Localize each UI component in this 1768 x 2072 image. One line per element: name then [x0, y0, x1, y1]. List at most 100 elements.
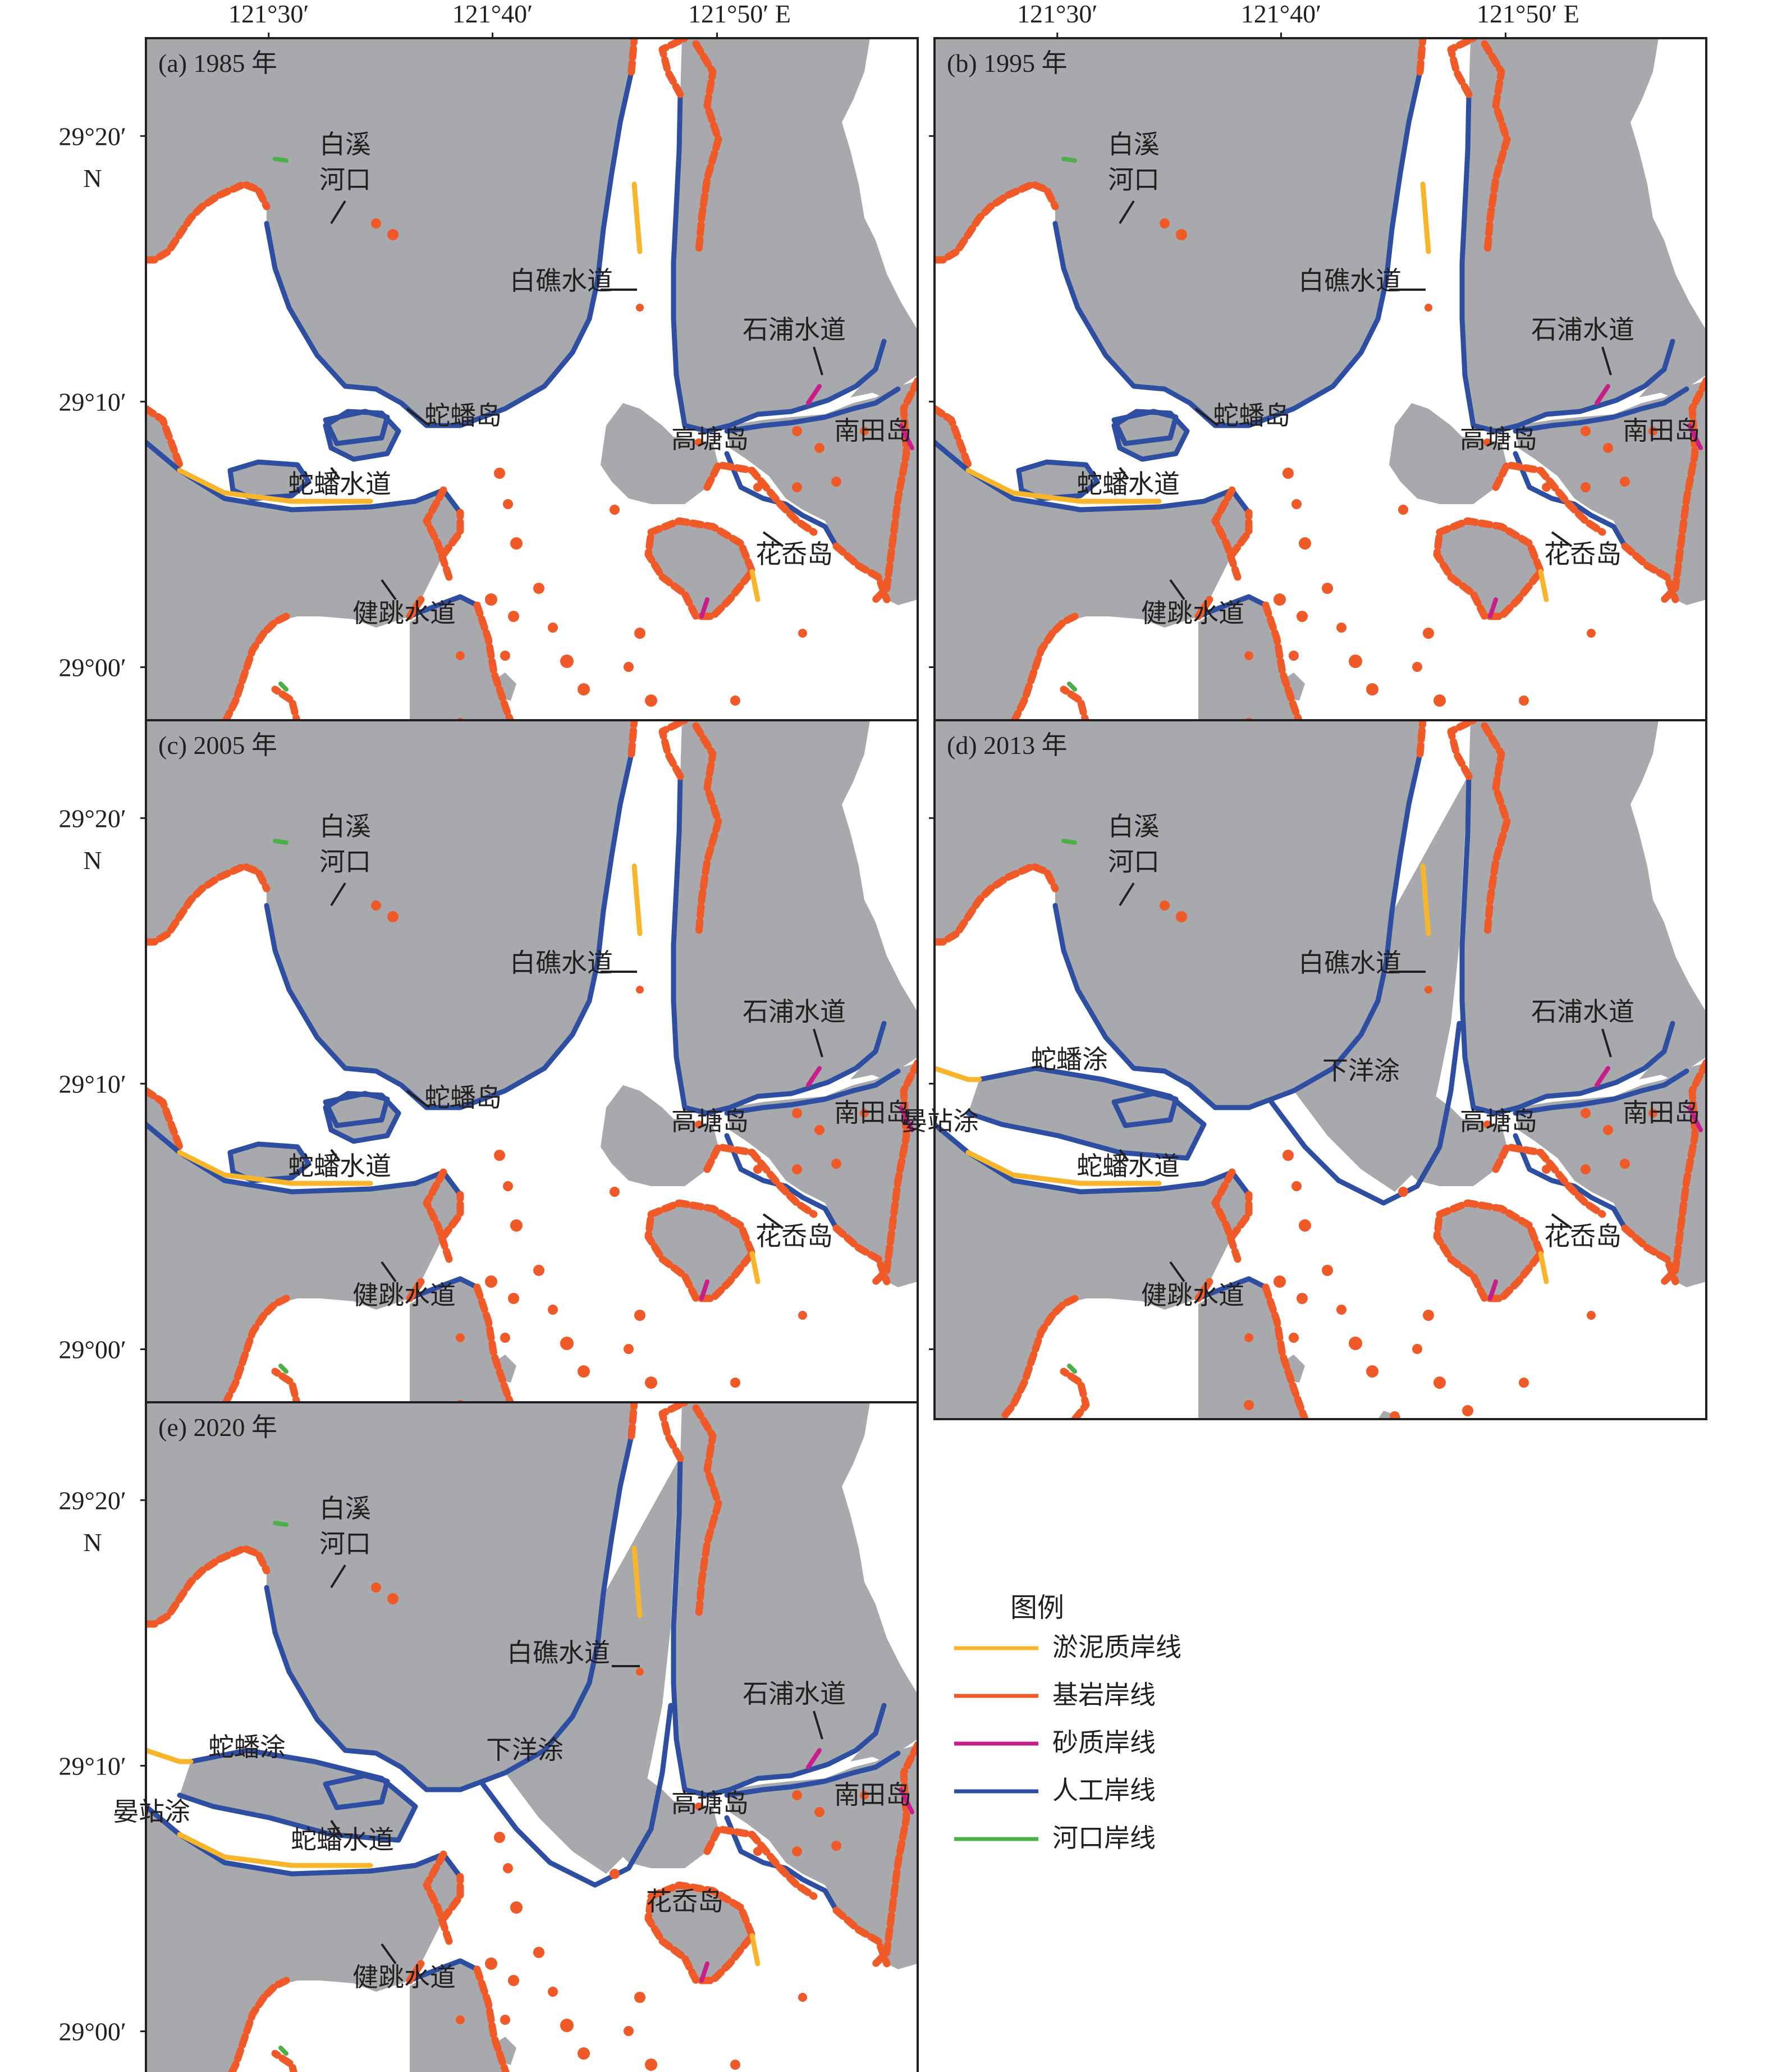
leader-line [1169, 579, 1185, 601]
panel-frame [933, 719, 1707, 1420]
leader-line [1119, 200, 1135, 225]
latitude-label: 29°10′ [59, 1751, 126, 1780]
place-label: 花岙岛 [1544, 540, 1622, 569]
place-label: 健跳水道 [352, 599, 456, 628]
longitude-label: 121°30′ [1017, 0, 1097, 28]
leader-line [813, 1028, 823, 1058]
place-label: 高塘岛 [671, 425, 749, 454]
leader-line [330, 1564, 346, 1589]
place-label: 蛇蟠水道 [291, 1826, 394, 1854]
latitude-label: 29°00′ [59, 653, 126, 682]
place-label: 河口 [1108, 166, 1160, 194]
panel-title: (a) 1985 年 [158, 49, 277, 77]
place-label: 南田岛 [1623, 1099, 1700, 1127]
place-label: 蛇蟠岛 [424, 1083, 502, 1112]
longitude-label: 121°40′ [452, 0, 533, 28]
place-label: 河口 [319, 1530, 371, 1558]
longitude-label: 121°50′ E [688, 0, 791, 28]
place-label: 蛇蟠岛 [1213, 401, 1290, 430]
legend-label: 人工岸线 [1052, 1776, 1156, 1805]
leader-line [1551, 1213, 1573, 1229]
longitude-label: 121°30′ [228, 0, 309, 28]
leader-line [1601, 1028, 1612, 1058]
place-label: 花岙岛 [1544, 1222, 1622, 1251]
place-label: 蛇蟠涂 [208, 1733, 286, 1762]
leader-line [381, 1261, 397, 1283]
legend-label: 河口岸线 [1052, 1824, 1156, 1853]
latitude-label: 29°00′ [59, 2018, 126, 2046]
leader-line [1169, 1261, 1185, 1283]
legend-label: 淤泥质岸线 [1052, 1633, 1181, 1662]
place-label: 南田岛 [834, 417, 912, 445]
latitude-label: 29°10′ [59, 1069, 126, 1098]
place-label: 蛇蟠水道 [1077, 1152, 1180, 1181]
leader-line [762, 1213, 784, 1229]
place-label: 白礁水道 [510, 267, 613, 295]
latitude-label: N [83, 846, 102, 875]
place-label: 白溪 [319, 812, 371, 841]
place-label: 石浦水道 [743, 998, 846, 1026]
leader-line [1119, 1149, 1129, 1162]
place-label: 高塘岛 [1460, 425, 1537, 454]
place-label: 蛇蟠岛 [424, 401, 502, 430]
panel-title: (d) 2013 年 [947, 731, 1068, 760]
place-label: 健跳水道 [352, 1281, 456, 1310]
latitude-label: 29°10′ [59, 387, 126, 416]
place-label: 晏站涂 [113, 1797, 190, 1826]
latitude-label: N [83, 1528, 102, 1557]
leader-line [762, 531, 784, 547]
place-label: 花岙岛 [755, 540, 833, 569]
leader-line [406, 408, 430, 427]
place-label: 白溪 [319, 1494, 371, 1523]
place-label: 蛇蟠水道 [288, 470, 391, 498]
place-label: 石浦水道 [743, 1680, 846, 1708]
leader-line [1601, 346, 1612, 376]
latitude-label: N [83, 164, 102, 193]
place-label: 蛇蟠水道 [288, 1152, 391, 1181]
leader-line [330, 466, 341, 480]
place-label: 高塘岛 [671, 1107, 749, 1136]
longitude-label: 121°40′ [1241, 0, 1321, 28]
place-label: 健跳水道 [1141, 1281, 1244, 1310]
leader-line [381, 1943, 397, 1965]
leader-line [1551, 531, 1573, 547]
leader-line [1119, 466, 1129, 480]
place-label: 河口 [1108, 848, 1160, 876]
place-label: 南田岛 [834, 1781, 912, 1809]
leader-line [406, 1090, 430, 1109]
latitude-label: 29°00′ [59, 1335, 126, 1364]
latitude-label: 29°20′ [59, 122, 126, 150]
place-label: 下洋涂 [1322, 1056, 1400, 1085]
place-label: 健跳水道 [1141, 599, 1244, 628]
place-label: 石浦水道 [743, 315, 846, 344]
place-label: 高塘岛 [671, 1789, 749, 1818]
place-label: 石浦水道 [1531, 315, 1634, 344]
longitude-label: 121°50′ E [1477, 0, 1579, 28]
leader-line [330, 1149, 341, 1162]
place-label: 白礁水道 [510, 949, 613, 977]
place-label: 健跳水道 [352, 1963, 456, 1992]
leader-line [330, 1819, 343, 1838]
leader-line [330, 200, 346, 225]
place-label: 下洋涂 [486, 1736, 564, 1764]
panel-title: (c) 2005 年 [158, 731, 277, 760]
leader-line [330, 882, 346, 907]
leader-line [381, 579, 397, 601]
place-label: 南田岛 [1623, 417, 1700, 445]
legend-title: 图例 [1010, 1593, 1064, 1623]
place-label: 河口 [319, 166, 371, 194]
place-label: 白礁水道 [1298, 949, 1401, 977]
leader-line [1194, 408, 1219, 427]
place-label: 花岙岛 [646, 1887, 723, 1916]
place-label: 白溪 [1108, 812, 1160, 841]
place-label: 白礁水道 [1298, 267, 1401, 295]
panel-frame [145, 1401, 919, 2072]
panel-title: (b) 1995 年 [947, 49, 1068, 77]
